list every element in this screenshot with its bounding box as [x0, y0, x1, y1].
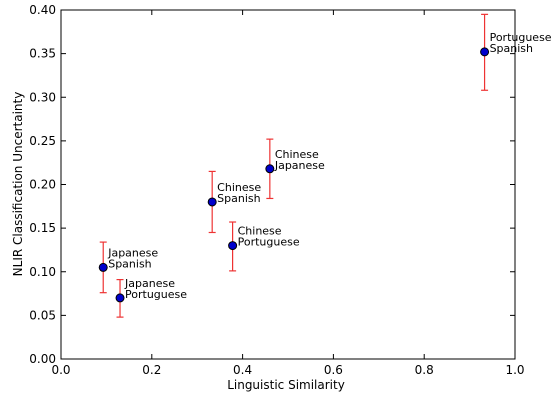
- x-tick-label: 0.6: [324, 363, 343, 377]
- data-point: [207, 197, 217, 207]
- point-label: Chinese Japanese: [274, 148, 325, 172]
- point-label-line: Spanish: [108, 257, 151, 270]
- point-label-line: Japanese: [107, 246, 158, 259]
- point-label-line: Chinese: [217, 181, 261, 194]
- y-tick-label: 0.15: [29, 221, 56, 235]
- x-axis-label: Linguistic Similarity: [227, 378, 345, 392]
- data-point: [480, 47, 490, 57]
- plot-area: 0.0 0.2 0.4 0.6 0.8 1.0 0.00 0.05 0.10 0.15 0.20 0.…: [29, 3, 552, 377]
- y-tick-label: 0.05: [29, 308, 56, 322]
- y-tick-label: 0.40: [29, 3, 56, 17]
- x-tick-label: 1.0: [505, 363, 524, 377]
- point-label-line: Japanese: [274, 159, 325, 172]
- point-label: Portuguese Spanish: [490, 31, 552, 55]
- point-label: Chinese Spanish: [217, 181, 261, 205]
- plot-frame: [60, 9, 516, 360]
- point-label: Chinese Portuguese: [238, 225, 300, 249]
- x-tick-label: 0.2: [142, 363, 161, 377]
- y-tick-label: 0.20: [29, 178, 56, 192]
- point-label-line: Chinese: [238, 225, 282, 238]
- point-label-line: Portuguese: [238, 236, 300, 249]
- x-tick-label: 0.0: [51, 363, 70, 377]
- point-label: Japanese Portuguese: [124, 277, 187, 301]
- y-tick-label: 0.00: [29, 352, 56, 366]
- y-tick-label: 0.30: [29, 90, 56, 104]
- point-label: Japanese Spanish: [107, 246, 158, 270]
- data-point: [228, 241, 238, 251]
- data-point: [115, 293, 125, 303]
- point-label-line: Spanish: [490, 42, 533, 55]
- point-label-line: Portuguese: [125, 288, 187, 301]
- x-tick-label: 0.4: [233, 363, 252, 377]
- point-label-line: Spanish: [217, 192, 260, 205]
- data-point: [98, 262, 108, 272]
- point-label-line: Japanese: [124, 277, 175, 290]
- y-axis-label: NLIR Classification Uncertainty: [11, 92, 25, 277]
- y-tick-label: 0.25: [29, 134, 56, 148]
- y-tick-label: 0.35: [29, 47, 56, 61]
- y-tick-label: 0.10: [29, 265, 56, 279]
- point-label-line: Chinese: [275, 148, 319, 161]
- x-tick-label: 0.8: [415, 363, 434, 377]
- point-label-line: Portuguese: [490, 31, 552, 44]
- data-point: [265, 164, 275, 174]
